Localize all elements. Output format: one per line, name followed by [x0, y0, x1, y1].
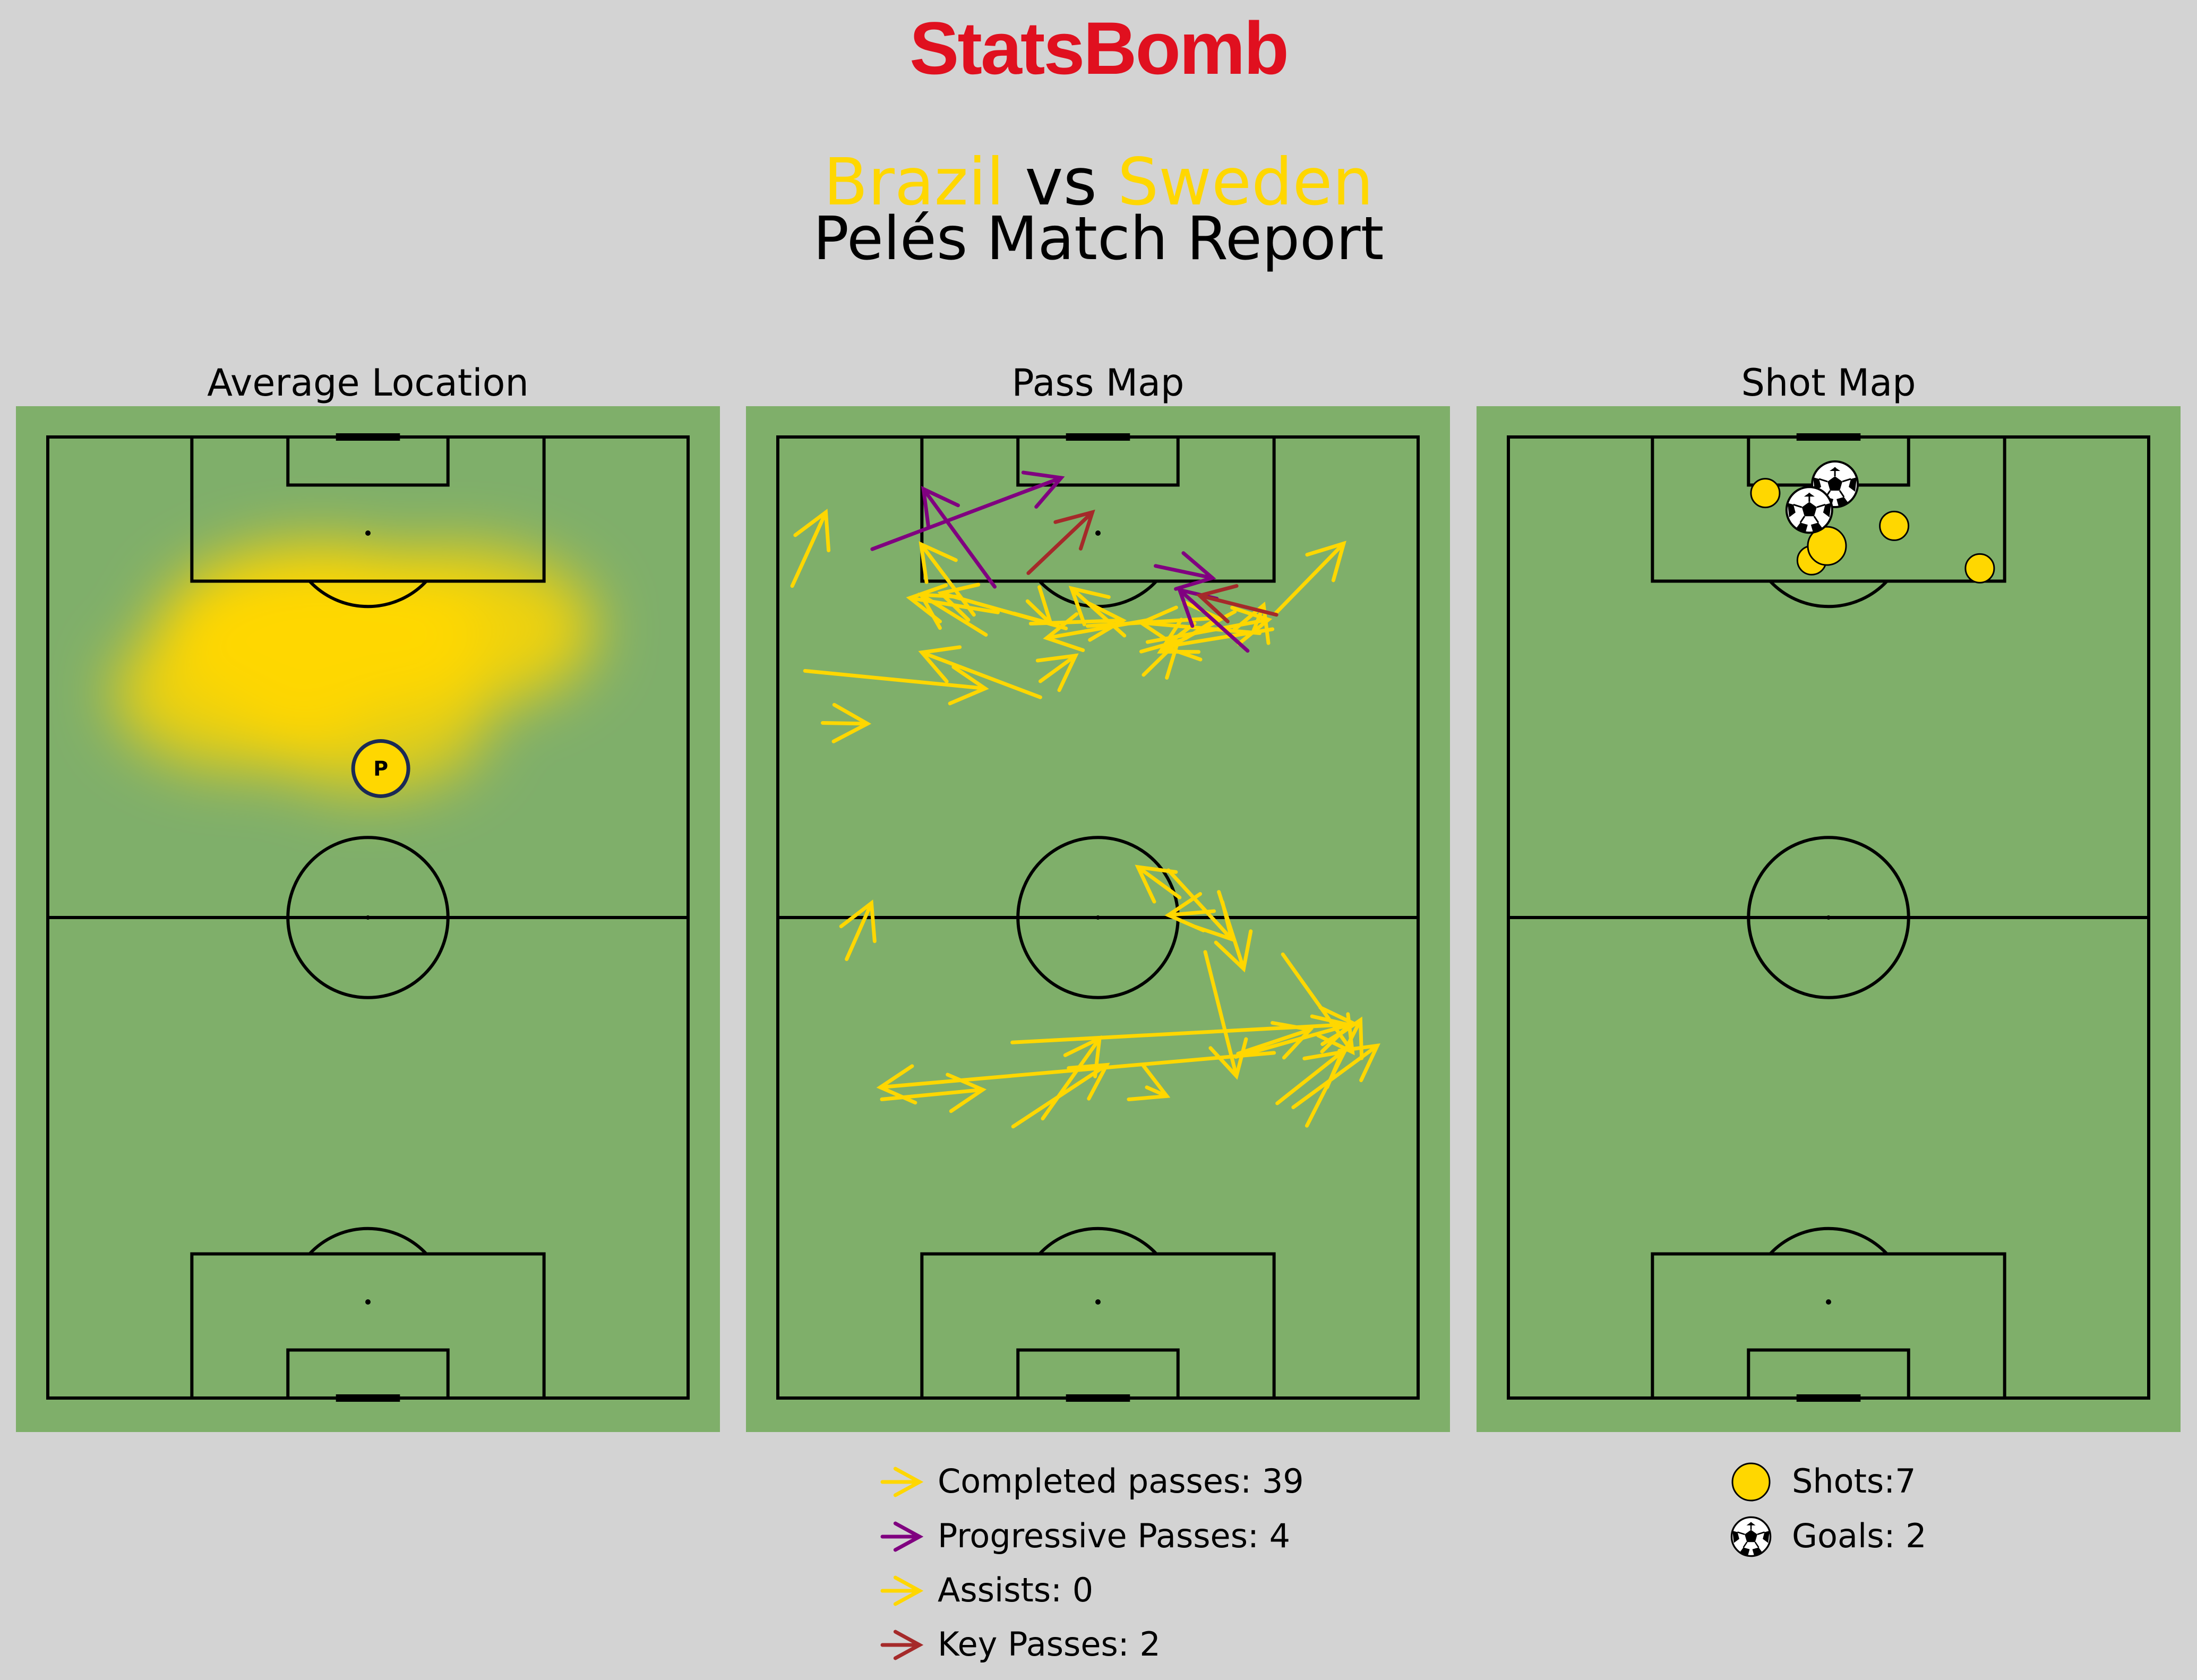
bottom-penalty-spot: [365, 1299, 371, 1305]
centre-spot: [1826, 915, 1831, 920]
vs-text: vs: [1025, 144, 1097, 220]
legend-assists-arrow-icon: [880, 1575, 924, 1606]
bottom-penalty-spot: [1095, 1299, 1101, 1305]
centre-spot: [1096, 915, 1100, 920]
shot-map-panel: [1477, 406, 2181, 1432]
bottom-penalty-arc: [1769, 1227, 1889, 1255]
shot-marker: [1807, 526, 1847, 566]
legend-completed: Completed passes: 39: [876, 1458, 1354, 1505]
goal-ball-marker: [1785, 486, 1833, 534]
completed-pass-arrow: [1214, 890, 1253, 973]
shot-map-title: Shot Map: [1741, 361, 1916, 405]
completed-pass-arrow: [919, 541, 976, 617]
bottom-penalty-spot: [1826, 1299, 1831, 1305]
completed-pass-arrow: [790, 509, 831, 588]
bottom-penalty-arc: [1038, 1227, 1158, 1255]
home-team-name: Brazil: [823, 144, 1005, 220]
legend-progressive: Progressive Passes: 4: [876, 1512, 1354, 1560]
top-penalty-spot: [1095, 530, 1101, 536]
legend-shot-circle-icon: [1731, 1462, 1771, 1502]
shot-map-pitch: [1507, 433, 2150, 1402]
centre-circle: [286, 836, 450, 999]
pass-map-title: Pass Map: [1011, 361, 1185, 405]
average-location-pitch: P: [46, 433, 690, 1402]
progressive-pass-arrow: [1154, 551, 1216, 591]
legend-key-passes: Key Passes: 2: [876, 1621, 1354, 1668]
completed-pass-arrow: [880, 1073, 987, 1113]
legend-arrow: [880, 1521, 924, 1552]
bottom-penalty-box: [190, 1252, 546, 1400]
completed-pass-arrow: [1041, 1035, 1102, 1121]
legend-shots: Shots:7: [1726, 1458, 2044, 1505]
player-marker-label: P: [373, 757, 388, 780]
top-six-yard-box: [286, 435, 450, 487]
completed-pass-arrow: [820, 702, 872, 743]
statsbomb-logo: StatsBomb: [909, 6, 1289, 90]
top-penalty-arc: [308, 580, 428, 608]
player-average-marker: [351, 739, 410, 798]
completed-pass-arrow: [1236, 1021, 1314, 1060]
completed-pass-arrow: [839, 899, 877, 961]
shot-marker: [1964, 553, 1995, 584]
report-subtitle: Pelés Match Report: [813, 204, 1384, 273]
completed-pass-arrow: [906, 583, 1000, 623]
shot-marker: [1879, 510, 1910, 541]
top-penalty-spot: [365, 530, 371, 536]
legend-key-passes-label: Key Passes: 2: [938, 1625, 1161, 1664]
bottom-six-yard-box: [286, 1348, 450, 1400]
legend-arrow: [880, 1575, 924, 1606]
completed-pass-arrow: [1164, 892, 1216, 932]
completed-pass-arrow: [1035, 653, 1079, 692]
average-location-title: Average Location: [207, 361, 529, 405]
legend-shots-label: Shots:7: [1792, 1462, 1916, 1501]
centre-circle: [1747, 836, 1910, 999]
progressive-pass-arrow: [870, 470, 1065, 551]
heat-blob: [252, 647, 488, 793]
completed-pass-arrow: [1281, 952, 1355, 1056]
completed-pass-arrow: [1127, 1064, 1171, 1101]
bottom-penalty-box: [1651, 1252, 2006, 1400]
legend-goals: Goals: 2: [1726, 1512, 2044, 1560]
legend-completed-arrow-icon: [880, 1467, 924, 1497]
legend-arrow: [880, 1467, 924, 1497]
legend-arrow: [880, 1630, 924, 1660]
pass-map-pitch: [776, 433, 1420, 1402]
key-pass-arrow: [1026, 509, 1095, 575]
legend-progressive-label: Progressive Passes: 4: [938, 1516, 1291, 1555]
average-location-panel: P: [16, 406, 720, 1432]
completed-pass-arrow: [918, 645, 1042, 699]
match-title: Brazil vs Sweden: [0, 142, 2197, 222]
bottom-penalty-box: [920, 1252, 1276, 1400]
bottom-six-yard-box: [1747, 1348, 1910, 1400]
completed-pass-arrow: [1068, 586, 1127, 638]
legend-progressive-arrow-icon: [880, 1521, 924, 1552]
completed-pass-arrow: [1274, 541, 1346, 615]
bottom-six-yard-box: [1016, 1348, 1180, 1400]
legend-key-passes-arrow-icon: [880, 1630, 924, 1660]
pass-map-panel: [746, 406, 1450, 1432]
shot-marker: [1750, 478, 1781, 509]
legend-assists-label: Assists: 0: [938, 1571, 1094, 1609]
legend-goal-ball-icon: [1730, 1516, 1772, 1557]
completed-pass-arrow: [1010, 1006, 1359, 1046]
progressive-pass-arrow: [921, 486, 997, 589]
bottom-penalty-arc: [308, 1227, 428, 1255]
legend-goals-label: Goals: 2: [1792, 1516, 1927, 1555]
away-team-name: Sweden: [1117, 144, 1374, 220]
centre-spot: [366, 915, 370, 920]
legend-assists: Assists: 0: [876, 1566, 1354, 1614]
top-penalty-arc: [1769, 580, 1889, 608]
completed-pass-arrow: [1135, 864, 1182, 904]
completed-pass-arrow: [803, 665, 989, 706]
key-pass-arrow: [1196, 584, 1278, 623]
top-six-yard-box: [1016, 435, 1180, 487]
legend-completed-label: Completed passes: 39: [938, 1462, 1304, 1501]
